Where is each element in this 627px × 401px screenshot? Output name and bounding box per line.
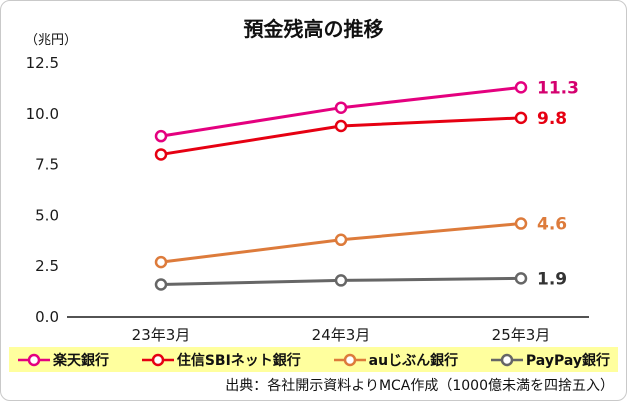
legend-item: 住信SBIネット銀行 <box>141 350 301 370</box>
y-axis-unit-label: （兆円） <box>25 33 78 48</box>
data-point <box>334 101 348 114</box>
legend-label: PayPay銀行 <box>525 352 610 369</box>
x-tick-label: 25年3月 <box>492 326 551 344</box>
legend-label: auじぶん銀行 <box>368 352 459 369</box>
legend: 楽天銀行 住信SBIネット銀行 auじぶん銀行 PayPay銀行 <box>9 347 618 372</box>
data-point <box>514 217 528 230</box>
y-tick-label: 5.0 <box>35 206 59 224</box>
value-label: 11.3 <box>537 78 579 98</box>
data-point <box>514 111 528 125</box>
legend-label: 住信SBIネット銀行 <box>176 352 301 369</box>
legend-marker <box>18 353 50 366</box>
x-tick-label: 24年3月 <box>312 326 371 344</box>
y-tick-label: 0.0 <box>35 308 59 326</box>
y-tick-label: 7.5 <box>35 156 59 174</box>
x-tick-label: 23年3月 <box>132 326 191 344</box>
legend-marker <box>333 353 366 366</box>
legend-item: auじぶん銀行 <box>333 350 458 370</box>
y-tick-label: 2.5 <box>35 257 59 275</box>
y-tick-label: 10.0 <box>26 105 59 123</box>
data-point <box>154 129 168 143</box>
data-point <box>334 233 348 247</box>
value-label: 1.9 <box>537 269 567 289</box>
data-point <box>514 81 528 94</box>
y-tick-label: 12.5 <box>26 54 59 72</box>
data-point <box>334 274 348 287</box>
data-point <box>334 119 348 133</box>
data-point <box>154 278 168 291</box>
data-point <box>154 255 168 269</box>
legend-item: PayPay銀行 <box>490 350 610 370</box>
data-point <box>154 148 168 161</box>
line-chart: 0.0 2.5 5.0 7.5 10.0 12.5 23年3月 24年3月 25年3月 11.3 9… <box>26 54 589 344</box>
data-point <box>514 272 528 285</box>
legend-marker <box>141 353 174 366</box>
legend-marker <box>490 353 523 366</box>
value-label: 9.8 <box>537 109 567 129</box>
legend-label: 楽天銀行 <box>53 352 109 369</box>
chart-title: 預金残高の推移 <box>243 17 384 41</box>
legend-item: 楽天銀行 <box>17 350 109 370</box>
value-label: 4.6 <box>537 215 567 235</box>
source-note: 出典：各社開示資料よりMCA作成（1000億未満を四捨五入） <box>225 378 614 394</box>
